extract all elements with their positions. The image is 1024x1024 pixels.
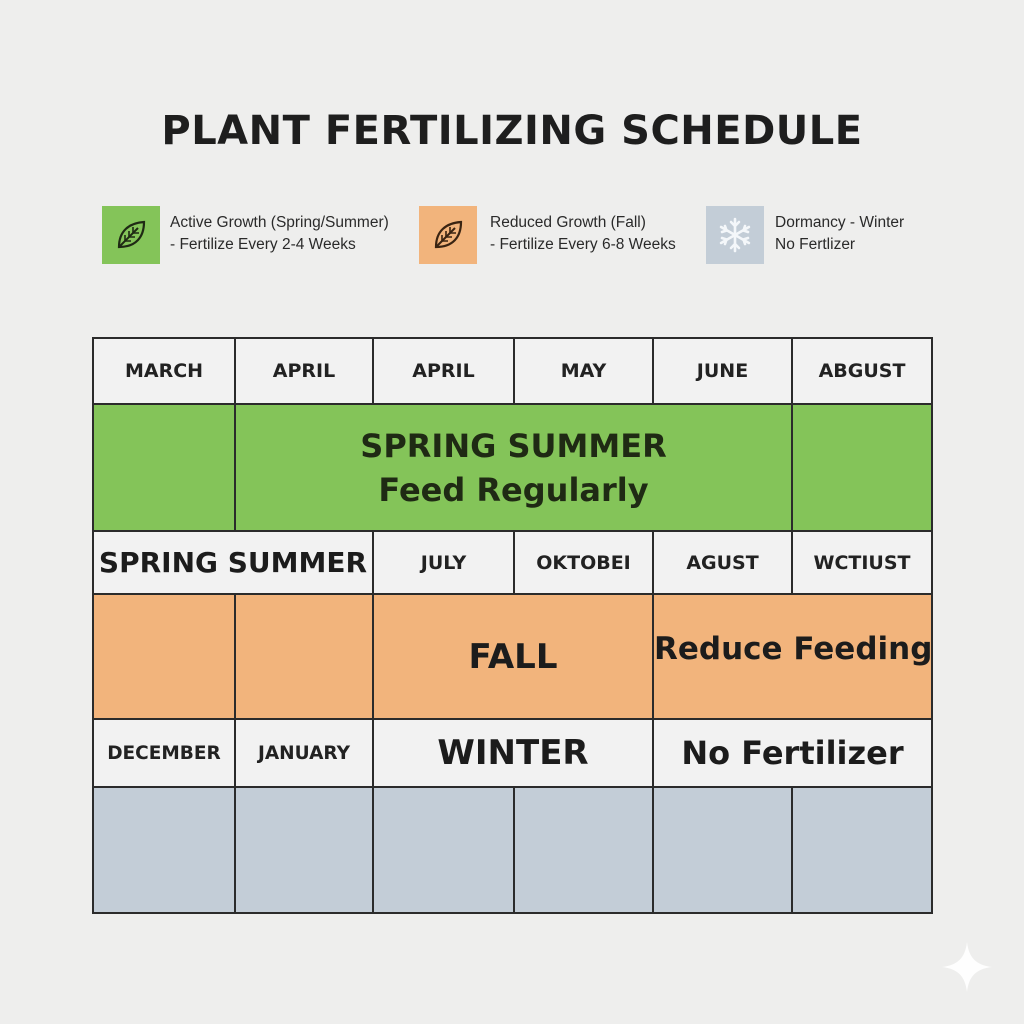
reduce-feeding-label: Reduce Feeding <box>652 593 933 720</box>
month-cell: JUNE <box>652 337 793 405</box>
leaf-icon <box>434 220 463 249</box>
season-cell <box>234 786 374 914</box>
no-fertilizer-label: No Fertilizer <box>652 718 933 788</box>
season-note: Feed Regularly <box>378 470 649 509</box>
legend-line: Reduced Growth (Fall) <box>490 214 646 231</box>
season-cell <box>791 786 933 914</box>
spring-summer-label: SPRING SUMMER Feed Regularly <box>234 403 793 532</box>
season-cell <box>791 403 933 532</box>
legend-line: No Fertlizer <box>775 236 856 253</box>
schedule-grid: MARCH APRIL APRIL MAY JUNE ABGUST SPRING… <box>92 337 933 914</box>
season-cell <box>92 593 236 720</box>
legend-line: Active Growth (Spring/Summer) <box>170 214 389 231</box>
fall-label: FALL <box>372 593 654 720</box>
month-cell: DECEMBER <box>92 718 236 788</box>
season-cell <box>372 786 515 914</box>
winter-label: WINTER <box>372 718 654 788</box>
legend-item-reduced: Reduced Growth (Fall) - Fertilize Every … <box>419 206 709 264</box>
legend-text-dormant: Dormancy - Winter No Fertlizer <box>775 212 904 256</box>
fall-band: FALL Reduce Feeding <box>92 593 933 720</box>
month-row: MARCH APRIL APRIL MAY JUNE ABGUST <box>92 337 933 405</box>
month-cell: MARCH <box>92 337 236 405</box>
month-cell: MAY <box>513 337 654 405</box>
month-cell: ABGUST <box>791 337 933 405</box>
page-title: PLANT FERTILIZING SCHEDULE <box>161 108 863 154</box>
legend-item-dormant: Dormancy - Winter No Fertlizer <box>706 206 936 264</box>
legend-text-reduced: Reduced Growth (Fall) - Fertilize Every … <box>490 212 676 256</box>
month-cell: APRIL <box>372 337 515 405</box>
snowflake-icon <box>719 217 751 253</box>
month-cell: OKTOBEI <box>513 530 654 595</box>
month-row: SPRING SUMMER JULY OKTOBEI AGUST WCTIUST <box>92 530 933 595</box>
season-cell <box>234 593 374 720</box>
season-cell <box>92 786 236 914</box>
season-cell <box>513 786 654 914</box>
legend-line: Dormancy - Winter <box>775 214 905 231</box>
season-label: SPRING SUMMER <box>92 530 374 595</box>
legend-swatch-dormant <box>706 206 764 264</box>
month-cell: JANUARY <box>234 718 374 788</box>
legend-line: - Fertilize Every 6-8 Weeks <box>490 236 676 253</box>
spring-summer-band: SPRING SUMMER Feed Regularly <box>92 403 933 532</box>
month-cell: AGUST <box>652 530 793 595</box>
legend-line: - Fertilize Every 2-4 Weeks <box>170 236 356 253</box>
winter-band <box>92 786 933 914</box>
leaf-icon <box>117 220 146 249</box>
season-cell <box>92 403 236 532</box>
month-cell: APRIL <box>234 337 374 405</box>
month-cell: WCTIUST <box>791 530 933 595</box>
sparkle-icon <box>942 942 992 992</box>
legend-swatch-reduced <box>419 206 477 264</box>
month-row: DECEMBER JANUARY WINTER No Fertilizer <box>92 718 933 788</box>
season-cell <box>652 786 793 914</box>
month-cell: JULY <box>372 530 515 595</box>
legend-text-active: Active Growth (Spring/Summer) - Fertiliz… <box>170 212 389 256</box>
legend-item-active: Active Growth (Spring/Summer) - Fertiliz… <box>102 206 412 264</box>
legend-swatch-active <box>102 206 160 264</box>
season-title: SPRING SUMMER <box>360 426 667 465</box>
